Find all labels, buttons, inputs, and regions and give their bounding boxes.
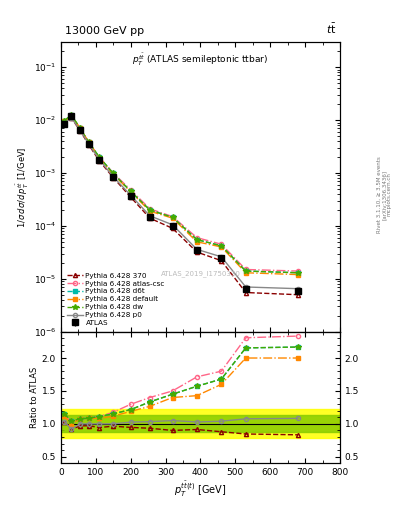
Pythia 6.428 p0	[128, 192, 133, 198]
Pythia 6.428 atlas-csc	[97, 154, 102, 160]
X-axis label: $p_T^{t\bar{t}(t)}$ [GeV]: $p_T^{t\bar{t}(t)}$ [GeV]	[174, 480, 227, 499]
Pythia 6.428 dw	[86, 139, 91, 145]
Pythia 6.428 default	[147, 208, 152, 214]
Pythia 6.428 p0	[243, 284, 248, 290]
Pythia 6.428 370	[170, 225, 175, 231]
Pythia 6.428 default	[111, 171, 116, 177]
Pythia 6.428 atlas-csc	[78, 125, 83, 132]
Text: mcplots.cern.ch: mcplots.cern.ch	[387, 173, 392, 217]
Text: Rivet 3.1.10, ≥ 3.5M events: Rivet 3.1.10, ≥ 3.5M events	[376, 156, 382, 233]
Pythia 6.428 atlas-csc	[170, 214, 175, 220]
Line: Pythia 6.428 d6t: Pythia 6.428 d6t	[62, 113, 300, 275]
Pythia 6.428 370	[219, 258, 224, 264]
Pythia 6.428 default	[296, 271, 300, 278]
Pythia 6.428 d6t	[111, 170, 116, 177]
Pythia 6.428 dw	[170, 215, 175, 221]
Pythia 6.428 d6t	[69, 112, 74, 118]
Pythia 6.428 p0	[62, 120, 67, 126]
Y-axis label: $1 / \sigma\,d\sigma / d\,p_T^{t\bar{t}}$ [1/GeV]: $1 / \sigma\,d\sigma / d\,p_T^{t\bar{t}}…	[15, 146, 31, 228]
Text: [arXiv:1306.3436]: [arXiv:1306.3436]	[382, 169, 387, 220]
Pythia 6.428 370	[195, 249, 199, 255]
Pythia 6.428 dw	[195, 237, 199, 243]
Pythia 6.428 atlas-csc	[195, 234, 199, 241]
Pythia 6.428 370	[69, 115, 74, 121]
Pythia 6.428 atlas-csc	[86, 139, 91, 145]
Pythia 6.428 p0	[195, 246, 199, 252]
Pythia 6.428 default	[78, 125, 83, 132]
Pythia 6.428 default	[170, 215, 175, 221]
Pythia 6.428 p0	[97, 157, 102, 163]
Pythia 6.428 370	[243, 289, 248, 295]
Pythia 6.428 dw	[147, 207, 152, 213]
Pythia 6.428 dw	[78, 125, 83, 132]
Pythia 6.428 d6t	[147, 207, 152, 213]
Pythia 6.428 dw	[69, 112, 74, 118]
Pythia 6.428 p0	[219, 254, 224, 260]
Text: 13000 GeV pp: 13000 GeV pp	[65, 26, 144, 36]
Pythia 6.428 default	[69, 113, 74, 119]
Pythia 6.428 dw	[111, 170, 116, 177]
Pythia 6.428 atlas-csc	[243, 266, 248, 272]
Text: $p_T^{t\bar{t}}$ (ATLAS semileptonic ttbar): $p_T^{t\bar{t}}$ (ATLAS semileptonic ttb…	[132, 52, 268, 69]
Pythia 6.428 default	[243, 270, 248, 276]
Pythia 6.428 d6t	[78, 125, 83, 132]
Line: Pythia 6.428 370: Pythia 6.428 370	[62, 116, 300, 297]
Pythia 6.428 atlas-csc	[128, 187, 133, 193]
Pythia 6.428 370	[147, 215, 152, 221]
Pythia 6.428 default	[86, 139, 91, 145]
Line: Pythia 6.428 p0: Pythia 6.428 p0	[62, 116, 300, 291]
Line: Pythia 6.428 atlas-csc: Pythia 6.428 atlas-csc	[62, 113, 300, 273]
Line: Pythia 6.428 default: Pythia 6.428 default	[62, 114, 300, 276]
Pythia 6.428 default	[62, 118, 67, 124]
Pythia 6.428 p0	[69, 115, 74, 121]
Pythia 6.428 370	[78, 127, 83, 134]
Pythia 6.428 default	[128, 189, 133, 195]
Pythia 6.428 default	[219, 244, 224, 250]
Pythia 6.428 dw	[219, 243, 224, 249]
Y-axis label: Ratio to ATLAS: Ratio to ATLAS	[30, 367, 39, 428]
Pythia 6.428 dw	[128, 188, 133, 195]
Pythia 6.428 370	[62, 120, 67, 126]
Pythia 6.428 p0	[296, 286, 300, 292]
Pythia 6.428 atlas-csc	[69, 112, 74, 118]
Pythia 6.428 d6t	[62, 117, 67, 123]
Legend: Pythia 6.428 370, Pythia 6.428 atlas-csc, Pythia 6.428 d6t, Pythia 6.428 default: Pythia 6.428 370, Pythia 6.428 atlas-csc…	[64, 270, 168, 329]
Pythia 6.428 dw	[296, 270, 300, 276]
Pythia 6.428 d6t	[170, 215, 175, 221]
Pythia 6.428 370	[128, 194, 133, 200]
Pythia 6.428 dw	[97, 154, 102, 160]
Pythia 6.428 370	[97, 158, 102, 164]
Pythia 6.428 d6t	[195, 237, 199, 243]
Pythia 6.428 p0	[111, 174, 116, 180]
Pythia 6.428 p0	[147, 213, 152, 219]
Pythia 6.428 dw	[62, 117, 67, 123]
Pythia 6.428 d6t	[128, 188, 133, 195]
Pythia 6.428 atlas-csc	[111, 170, 116, 176]
Pythia 6.428 atlas-csc	[219, 241, 224, 247]
Pythia 6.428 atlas-csc	[296, 268, 300, 274]
Pythia 6.428 d6t	[86, 139, 91, 145]
Pythia 6.428 d6t	[97, 154, 102, 160]
Pythia 6.428 dw	[243, 268, 248, 274]
Pythia 6.428 d6t	[219, 243, 224, 249]
Pythia 6.428 p0	[78, 127, 83, 133]
Pythia 6.428 370	[111, 175, 116, 181]
Text: ATLAS_2019_I1750330: ATLAS_2019_I1750330	[160, 270, 241, 277]
Line: Pythia 6.428 dw: Pythia 6.428 dw	[62, 112, 301, 275]
Pythia 6.428 default	[97, 155, 102, 161]
Pythia 6.428 atlas-csc	[62, 118, 67, 124]
Pythia 6.428 d6t	[296, 270, 300, 276]
Pythia 6.428 p0	[170, 222, 175, 228]
Pythia 6.428 atlas-csc	[147, 206, 152, 212]
Pythia 6.428 default	[195, 239, 199, 245]
Text: t$\bar{\mathrm{t}}$: t$\bar{\mathrm{t}}$	[327, 22, 337, 36]
Pythia 6.428 370	[86, 142, 91, 148]
Pythia 6.428 370	[296, 292, 300, 298]
Pythia 6.428 p0	[86, 141, 91, 147]
Pythia 6.428 d6t	[243, 268, 248, 274]
